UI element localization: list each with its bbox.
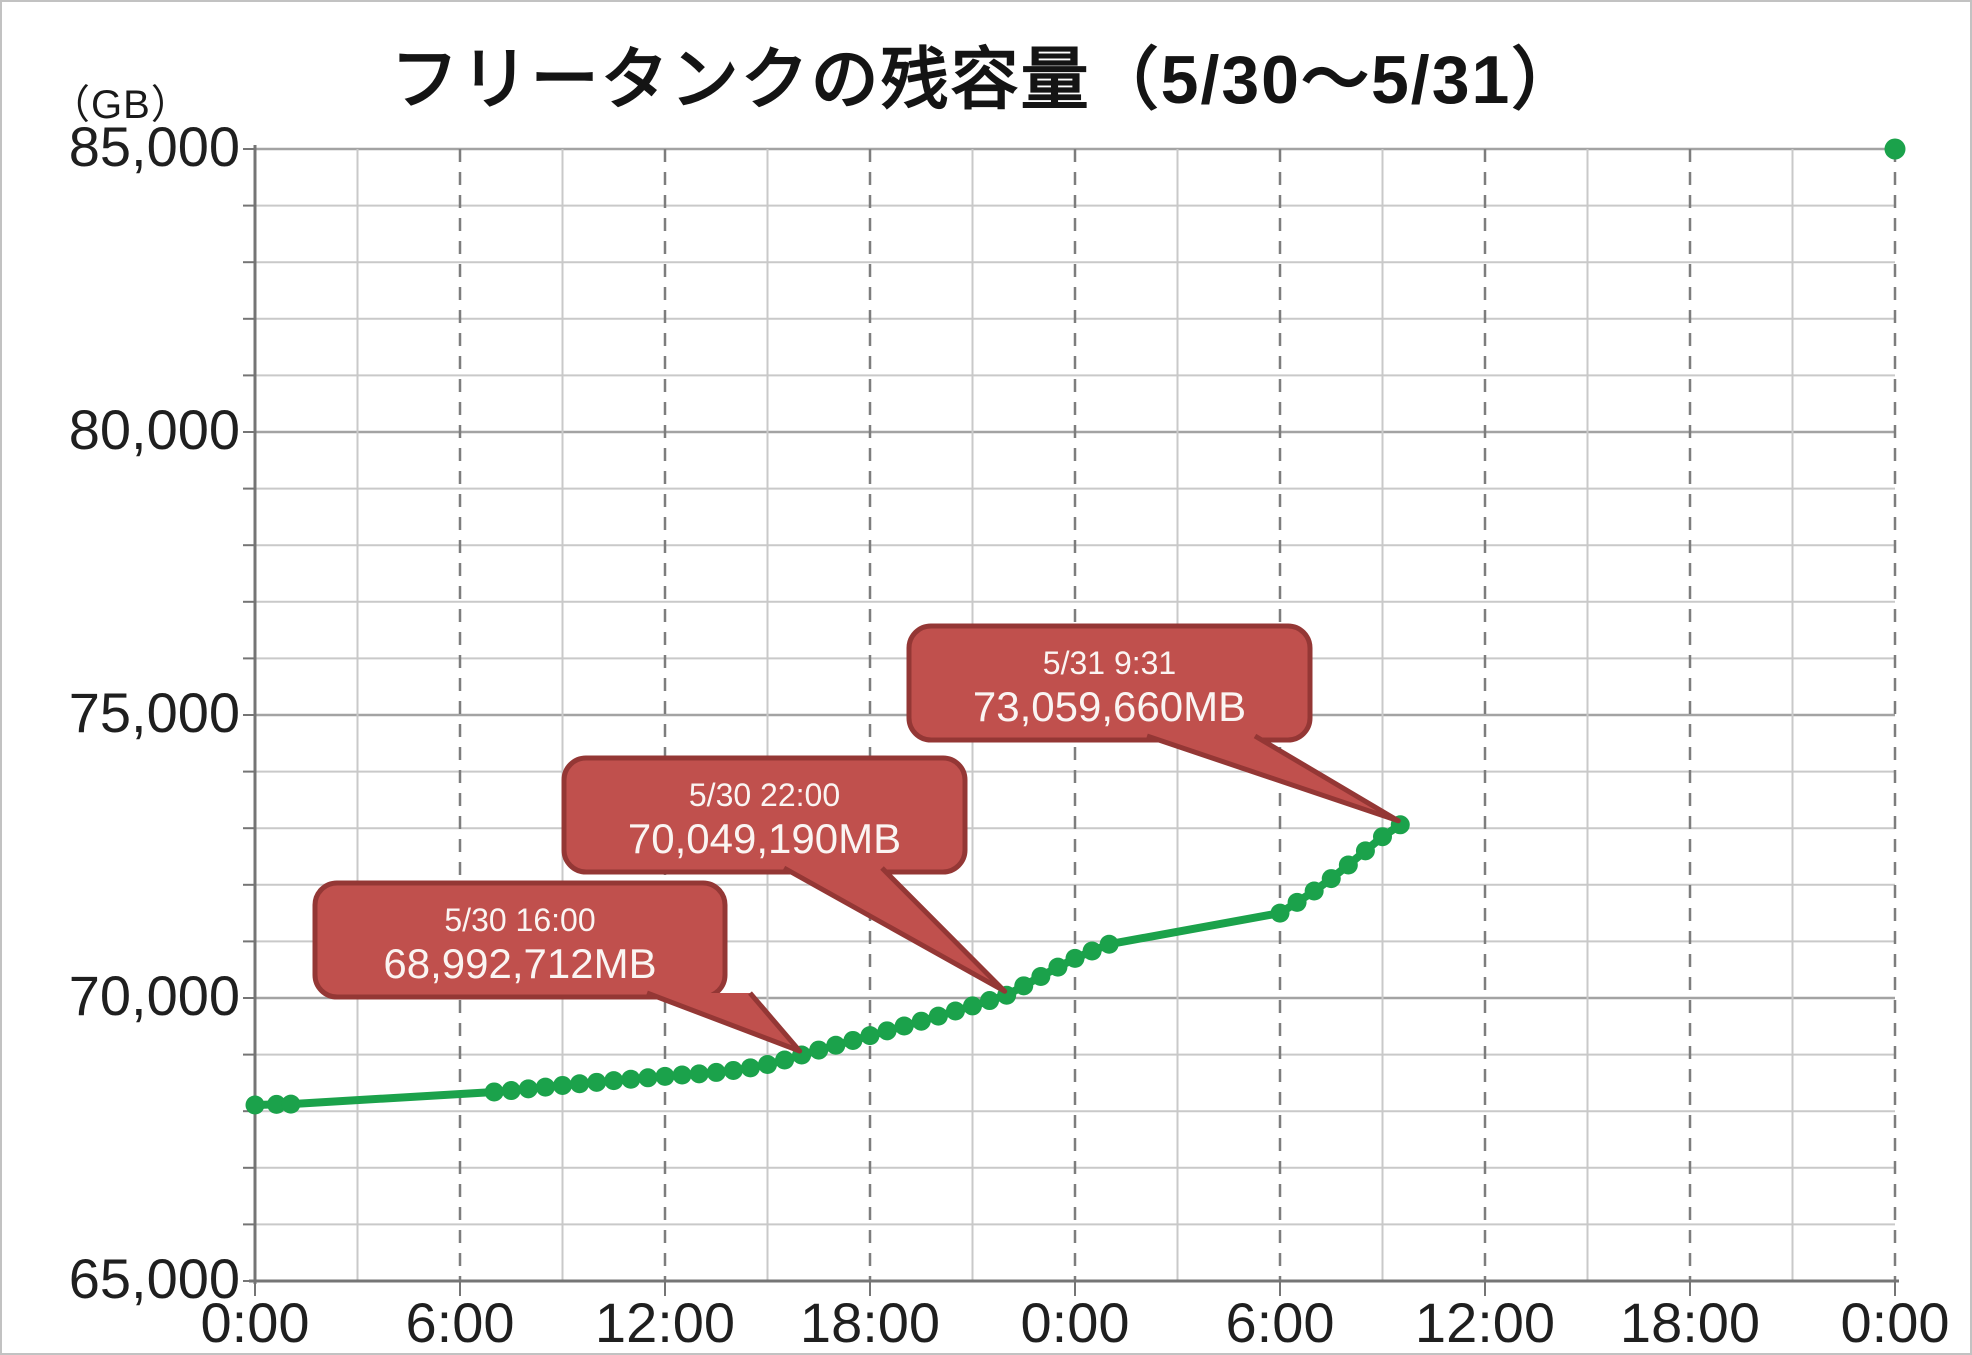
data-point	[570, 1074, 590, 1094]
callout-date: 5/30 16:00	[444, 902, 595, 938]
y-tick-label: 80,000	[69, 398, 240, 461]
data-point	[1065, 948, 1085, 968]
data-point	[860, 1026, 880, 1046]
x-tick-label: 0:00	[201, 1291, 310, 1354]
data-point	[723, 1060, 743, 1080]
x-tick-label: 6:00	[406, 1291, 515, 1354]
x-tick-label: 0:00	[1841, 1291, 1950, 1354]
y-tick-label: 65,000	[69, 1247, 240, 1310]
data-point	[1014, 976, 1034, 996]
data-point	[963, 996, 982, 1016]
y-tick-label: 70,000	[69, 964, 240, 1027]
data-point	[877, 1021, 897, 1041]
callout-value: 68,992,712MB	[383, 940, 656, 987]
data-point	[1321, 869, 1341, 889]
data-point	[894, 1016, 914, 1036]
data-point	[945, 1001, 965, 1021]
data-point	[740, 1058, 760, 1078]
data-point	[843, 1030, 863, 1050]
data-point	[1270, 903, 1290, 923]
chart-title: フリータンクの残容量（5/30～5/31）	[390, 42, 1582, 118]
callout-tail	[1146, 733, 1401, 824]
x-tick-label: 18:00	[800, 1291, 940, 1354]
data-point	[267, 1094, 287, 1114]
data-point	[587, 1072, 607, 1092]
data-point-isolated	[1884, 138, 1906, 160]
y-tick-label: 85,000	[69, 115, 240, 178]
data-point	[1099, 934, 1119, 954]
data-point	[535, 1077, 555, 1097]
data-point	[928, 1006, 948, 1026]
callout-tail	[646, 990, 803, 1054]
data-point	[1338, 855, 1358, 875]
data-point	[1287, 892, 1307, 912]
data-point	[689, 1064, 709, 1084]
data-point	[553, 1075, 572, 1095]
callout-box	[312, 880, 728, 1000]
data-point	[484, 1082, 504, 1102]
x-tick-label: 6:00	[1226, 1291, 1335, 1354]
data-point	[980, 991, 1000, 1011]
callout-box	[906, 623, 1313, 743]
data-point	[245, 1095, 265, 1115]
callout-date: 5/31 9:31	[1043, 645, 1176, 681]
callout-date: 5/30 22:00	[689, 777, 840, 813]
x-tick-label: 12:00	[1415, 1291, 1555, 1354]
data-point	[1031, 966, 1051, 986]
callout-value: 73,059,660MB	[973, 683, 1246, 730]
x-tick-label: 0:00	[1021, 1291, 1130, 1354]
data-point	[655, 1066, 675, 1086]
data-point	[1373, 827, 1392, 847]
callout-box	[561, 755, 968, 875]
data-point	[826, 1035, 846, 1055]
data-point	[775, 1050, 795, 1070]
data-point	[638, 1068, 658, 1088]
data-point	[501, 1081, 521, 1101]
data-point	[604, 1071, 624, 1091]
data-point	[1048, 957, 1068, 977]
data-point	[518, 1079, 538, 1099]
x-tick-label: 12:00	[595, 1291, 735, 1354]
callout-value: 70,049,190MB	[628, 815, 901, 862]
data-point	[758, 1055, 777, 1075]
data-point	[281, 1094, 301, 1114]
data-point	[1082, 941, 1102, 961]
y-axis-unit-label: （GB）	[50, 83, 192, 127]
callout-tail	[782, 865, 1008, 994]
data-point	[1304, 881, 1324, 901]
data-point	[621, 1069, 641, 1089]
data-point	[706, 1062, 726, 1082]
data-point	[672, 1065, 692, 1085]
data-point	[809, 1040, 829, 1060]
y-tick-label: 75,000	[69, 681, 240, 744]
data-point	[1355, 841, 1375, 861]
x-tick-label: 18:00	[1620, 1291, 1760, 1354]
data-point	[911, 1011, 931, 1031]
